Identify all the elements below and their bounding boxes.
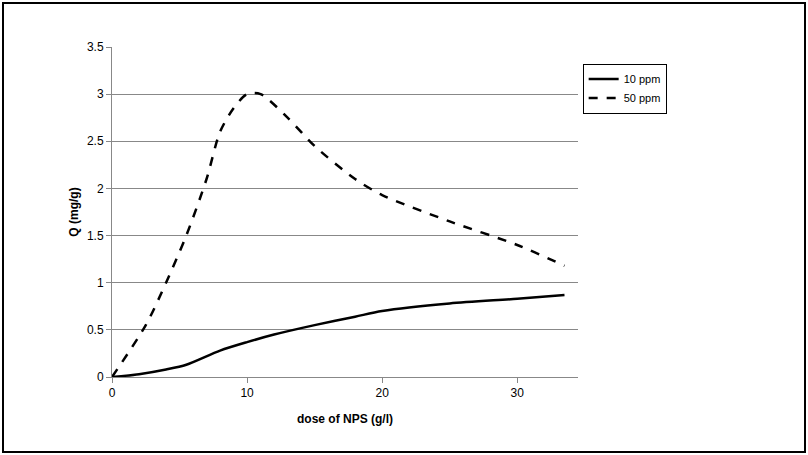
svg-text:10: 10 [240, 386, 254, 400]
svg-text:2: 2 [97, 182, 104, 196]
svg-text:0.5: 0.5 [87, 323, 104, 337]
svg-text:2.5: 2.5 [87, 134, 104, 148]
svg-text:3.5: 3.5 [87, 40, 104, 54]
svg-text:3: 3 [97, 87, 104, 101]
svg-text:20: 20 [375, 386, 389, 400]
svg-text:30: 30 [511, 386, 525, 400]
svg-text:Q (mg/g): Q (mg/g) [67, 187, 81, 236]
svg-text:1.5: 1.5 [87, 229, 104, 243]
svg-text:0: 0 [109, 386, 116, 400]
svg-text:1: 1 [97, 276, 104, 290]
svg-text:dose of NPS (g/l): dose of NPS (g/l) [297, 412, 393, 426]
svg-text:0: 0 [97, 370, 104, 384]
svg-text:10 ppm: 10 ppm [624, 73, 661, 85]
svg-text:50 ppm: 50 ppm [624, 92, 661, 104]
